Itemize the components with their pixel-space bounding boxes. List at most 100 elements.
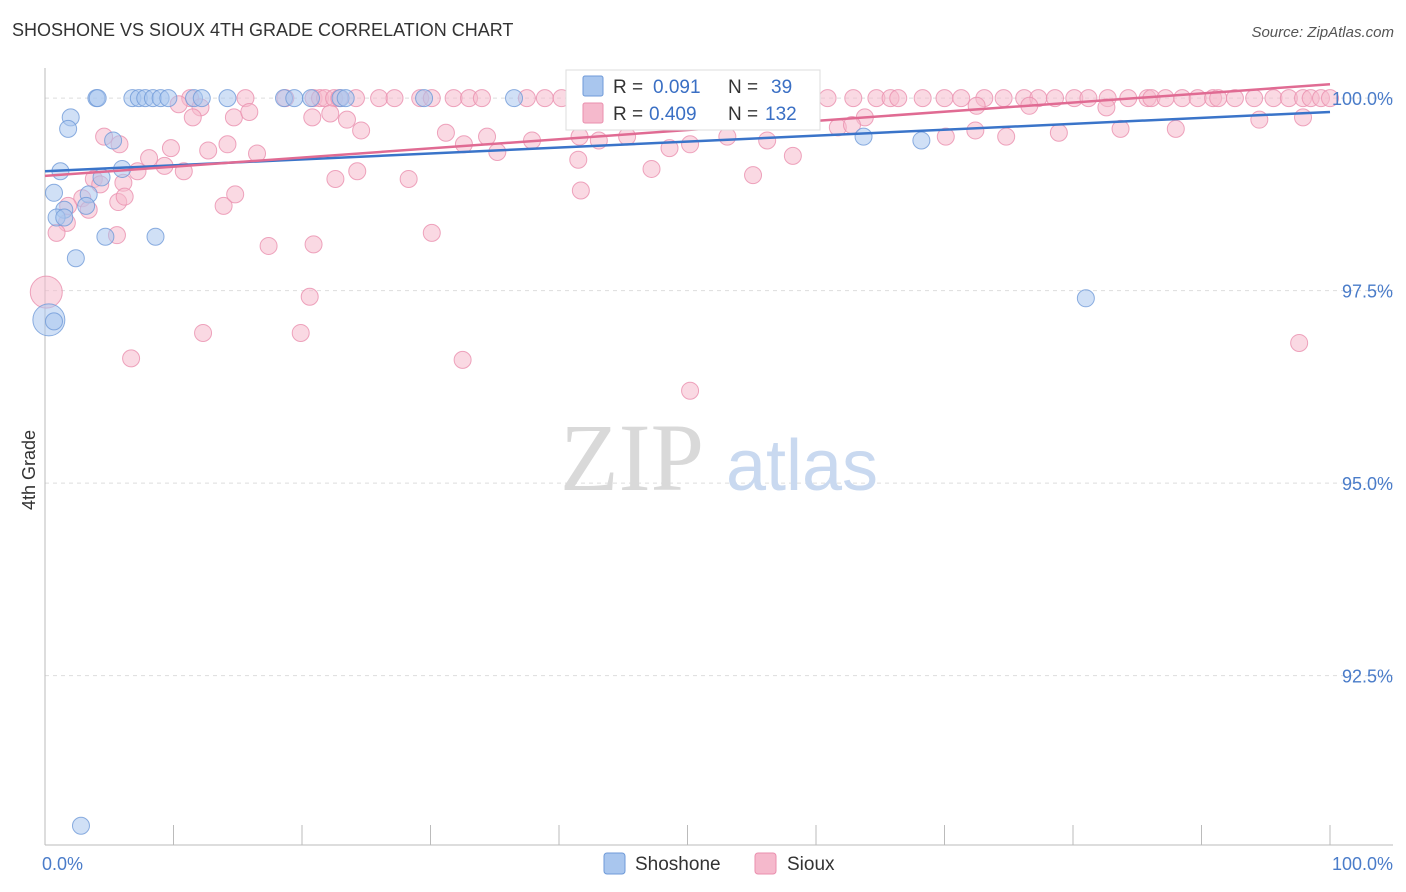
sioux-point-133 <box>300 287 319 306</box>
sioux-point-121 <box>569 150 588 169</box>
sioux-point-10 <box>385 89 404 108</box>
sioux-point-111 <box>47 223 66 242</box>
sioux-point-48 <box>1156 89 1175 108</box>
shoshone-r-label: R = <box>613 77 643 98</box>
sioux-point-115 <box>259 236 278 255</box>
zipatlas-watermark: ZIP atlas <box>560 404 878 511</box>
sioux-point-65 <box>240 102 259 121</box>
sioux-point-94 <box>140 149 159 168</box>
sioux-point-97 <box>218 135 237 154</box>
sioux-point-63 <box>183 108 202 127</box>
sioux-point-120 <box>422 223 441 242</box>
sioux-point-49 <box>1173 89 1192 108</box>
shoshone-point-31 <box>146 227 165 246</box>
sioux-point-108 <box>115 187 134 206</box>
sioux-point-83 <box>997 127 1016 146</box>
sioux-point-123 <box>642 159 661 178</box>
y-tick-label-3: 100.0% <box>1332 89 1393 109</box>
watermark-atlas: atlas <box>726 426 878 506</box>
sioux-point-53 <box>1225 89 1244 108</box>
shoshone-point-15 <box>336 89 355 108</box>
shoshone-r-value: 0.091 <box>653 77 701 98</box>
sioux-point-136 <box>681 381 700 400</box>
gridlines <box>45 97 1393 677</box>
sioux-point-36 <box>952 89 971 108</box>
shoshone-point-37 <box>71 816 90 835</box>
sioux-point-127 <box>967 96 986 115</box>
shoshone-point-9 <box>192 89 211 108</box>
sioux-point-75 <box>618 127 637 146</box>
sioux-point-17 <box>535 89 554 108</box>
sioux-point-68 <box>337 110 356 129</box>
y-tick-label-0: 92.5% <box>1342 667 1393 687</box>
sioux-point-9 <box>370 89 389 108</box>
sioux-point-54 <box>1245 89 1264 108</box>
sioux-point-55 <box>1264 89 1283 108</box>
sioux-point-13 <box>444 89 463 108</box>
shoshone-stat-swatch <box>582 75 604 97</box>
sioux-point-35 <box>935 89 954 108</box>
shoshone-point-38 <box>44 312 63 331</box>
sioux-point-84 <box>1049 123 1068 142</box>
legend-swatch-shoshone <box>603 852 626 875</box>
sioux-point-132 <box>291 323 310 342</box>
chart-title: SHOSHONE VS SIOUX 4TH GRADE CORRELATION … <box>12 20 514 40</box>
sioux-point-130 <box>29 275 63 309</box>
shoshone-point-7 <box>159 89 178 108</box>
sioux-point-77 <box>681 135 700 154</box>
sioux-point-38 <box>994 89 1013 108</box>
y-axis-title: 4th Grade <box>19 430 39 510</box>
stats-legend: R = 0.091 N = 39 R = 0.409 N = 132 <box>565 69 821 131</box>
shoshone-point-1 <box>88 89 107 108</box>
sioux-point-125 <box>783 146 802 165</box>
shoshone-point-10 <box>218 89 237 108</box>
sioux-point-67 <box>321 104 340 123</box>
sioux-point-70 <box>436 123 455 142</box>
sioux-point-124 <box>744 166 763 185</box>
shoshone-point-35 <box>912 131 931 150</box>
shoshone-point-16 <box>415 89 434 108</box>
sioux-point-134 <box>122 349 141 368</box>
sioux-point-95 <box>161 139 180 158</box>
sioux-point-82 <box>966 121 985 140</box>
sioux-r-value: 0.409 <box>649 104 697 125</box>
sioux-point-66 <box>303 108 322 127</box>
shoshone-point-17 <box>505 89 524 108</box>
shoshone-n-value: 39 <box>771 77 792 98</box>
sioux-point-135 <box>453 350 472 369</box>
sioux-point-43 <box>1079 89 1098 108</box>
shoshone-point-13 <box>301 89 320 108</box>
shoshone-point-29 <box>55 208 74 227</box>
data-points <box>29 89 1339 835</box>
sioux-point-113 <box>214 196 233 215</box>
sioux-point-79 <box>758 131 777 150</box>
sioux-point-29 <box>818 89 837 108</box>
sioux-point-33 <box>889 89 908 108</box>
sioux-point-118 <box>348 162 367 181</box>
sioux-point-114 <box>226 185 245 204</box>
sioux-point-60 <box>1321 89 1339 108</box>
sioux-point-131 <box>194 323 213 342</box>
sioux-point-129 <box>488 143 507 161</box>
tick-labels: 92.5% 95.0% 97.5% 100.0% 0.0% 100.0% <box>42 89 1393 874</box>
sioux-point-64 <box>224 108 243 127</box>
sioux-point-15 <box>472 89 491 108</box>
series-legend: Shoshone Sioux <box>603 852 835 875</box>
sioux-stat-swatch <box>582 102 604 124</box>
sioux-point-69 <box>352 121 371 140</box>
sioux-point-71 <box>454 135 473 154</box>
y-tick-label-1: 95.0% <box>1342 474 1393 494</box>
sioux-n-label: N = <box>728 104 758 125</box>
sioux-point-116 <box>304 235 323 254</box>
sioux-point-96 <box>199 141 218 160</box>
sioux-point-30 <box>844 89 863 108</box>
shoshone-point-27 <box>77 196 96 215</box>
sioux-point-99 <box>128 162 147 181</box>
source-credit: Source: ZipAtlas.com <box>1251 24 1394 41</box>
sioux-r-label: R = <box>613 104 643 125</box>
shoshone-point-36 <box>854 127 873 146</box>
shoshone-point-20 <box>104 131 123 150</box>
shoshone-point-32 <box>66 249 85 268</box>
sioux-n-value: 132 <box>765 104 797 125</box>
